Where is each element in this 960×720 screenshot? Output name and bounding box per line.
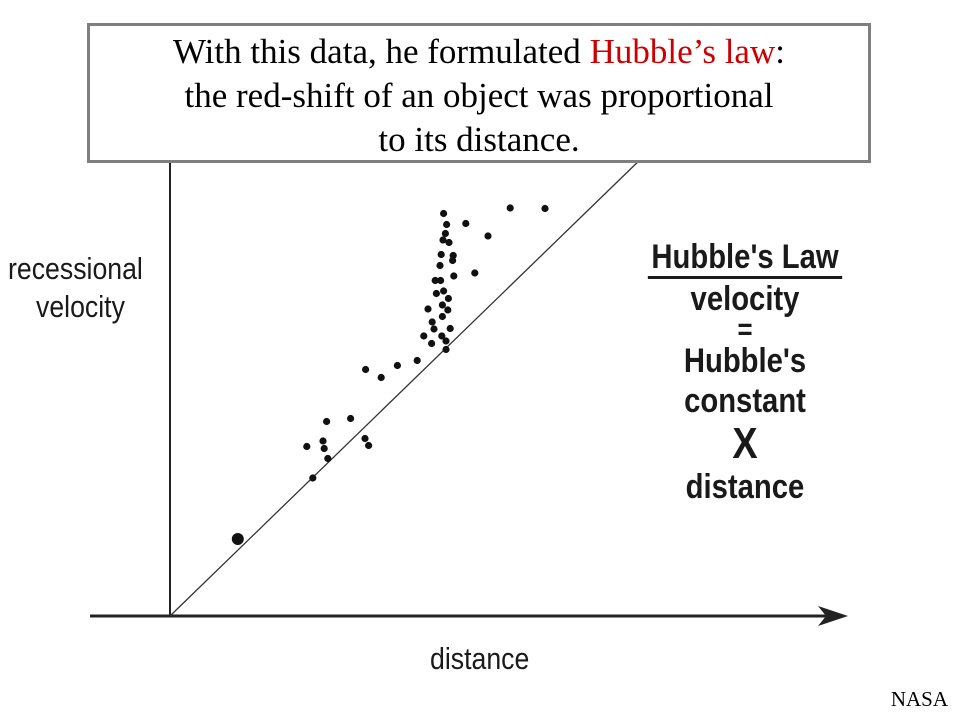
data-point-17 xyxy=(428,318,436,326)
annotation-constant: Hubble's constant xyxy=(683,342,807,420)
data-point-28 xyxy=(440,287,448,295)
caption-line-3: to its distance. xyxy=(378,120,580,159)
annotation-equals: = xyxy=(737,313,753,346)
data-point-18 xyxy=(430,325,438,333)
annotation-title: Hubble's Law xyxy=(647,238,843,279)
y-axis-label-line-2: velocity xyxy=(36,289,125,324)
data-point-5 xyxy=(323,417,331,426)
data-point-30 xyxy=(441,229,449,238)
annotation-distance: distance xyxy=(685,468,805,506)
data-point-23 xyxy=(437,250,445,259)
data-point-45 xyxy=(541,204,549,213)
data-point-10 xyxy=(362,365,370,374)
data-point-37 xyxy=(446,324,454,333)
fit-line xyxy=(169,120,681,617)
data-point-22 xyxy=(437,276,445,285)
data-point-1 xyxy=(309,474,317,482)
data-point-6 xyxy=(303,442,311,451)
annotation-times: X xyxy=(732,419,758,468)
caption-line-1: With this data, he formulated Hubble’s l… xyxy=(90,30,868,74)
data-point-0 xyxy=(231,533,244,545)
data-point-44 xyxy=(506,204,514,212)
x-axis-label: distance xyxy=(430,641,530,676)
data-point-20 xyxy=(432,289,440,298)
data-point-13 xyxy=(413,356,421,365)
data-point-3 xyxy=(320,444,328,453)
x-axis-arrowhead xyxy=(818,606,848,626)
data-point-8 xyxy=(361,434,369,443)
data-point-19 xyxy=(431,276,439,285)
data-point-12 xyxy=(393,361,401,370)
data-point-14 xyxy=(420,332,428,340)
caption-line-1-prefix: With this data, he formulated xyxy=(173,32,590,71)
data-point-39 xyxy=(449,251,457,260)
data-point-35 xyxy=(444,294,452,303)
data-point-40 xyxy=(450,272,458,280)
caption-box: With this data, he formulated Hubble’s l… xyxy=(87,23,871,163)
data-point-43 xyxy=(484,232,492,240)
data-point-9 xyxy=(365,441,373,450)
data-point-27 xyxy=(439,236,447,244)
caption-highlight-hubbles-law: Hubble’s law xyxy=(589,32,776,71)
data-point-33 xyxy=(443,220,451,229)
data-point-31 xyxy=(442,345,450,354)
data-point-32 xyxy=(442,337,450,345)
data-point-4 xyxy=(324,454,332,463)
data-point-15 xyxy=(424,305,432,313)
data-point-34 xyxy=(444,306,452,314)
annotation-velocity: velocity xyxy=(690,280,800,318)
data-point-41 xyxy=(462,219,470,228)
data-point-24 xyxy=(438,332,446,340)
data-point-16 xyxy=(428,339,436,348)
data-point-2 xyxy=(319,437,327,445)
data-point-7 xyxy=(347,414,355,423)
y-axis-label-line-1: recessional xyxy=(8,251,143,286)
data-point-36 xyxy=(445,238,453,247)
image-credit: NASA xyxy=(890,687,948,711)
data-point-26 xyxy=(438,301,446,309)
data-point-21 xyxy=(436,261,444,270)
data-point-42 xyxy=(471,269,479,277)
hubble-law-annotation: Hubble's Law velocity = Hubble's constan… xyxy=(620,238,869,507)
caption-line-1-suffix: : xyxy=(775,32,785,71)
data-point-11 xyxy=(377,373,385,382)
caption-line-2: the red-shift of an object was proportio… xyxy=(184,76,774,115)
data-point-25 xyxy=(438,312,446,321)
data-point-29 xyxy=(440,209,448,218)
